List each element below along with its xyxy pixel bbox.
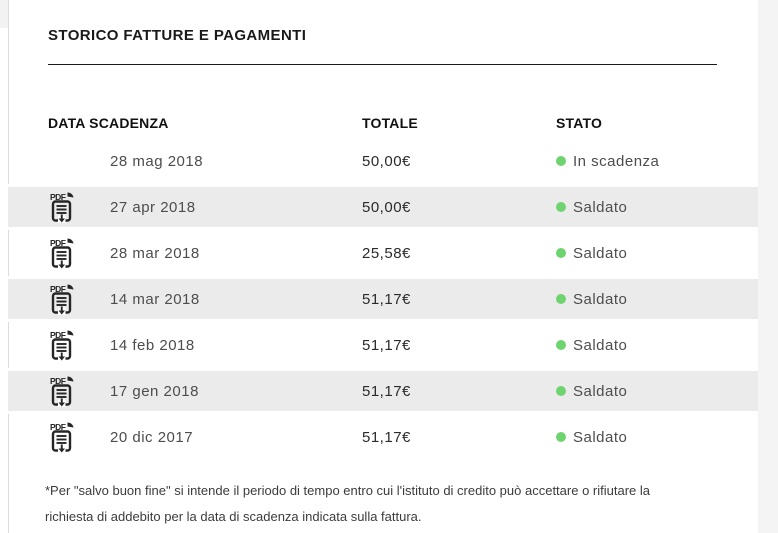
invoice-status-cell: Saldato (556, 245, 627, 262)
svg-text:PDF: PDF (50, 192, 66, 202)
pdf-download-icon[interactable]: PDF (50, 330, 74, 361)
invoice-row: PDF 28 mar 2018 25,58€ Saldato (8, 230, 758, 276)
page-left-border (8, 0, 9, 533)
invoice-row: PDF 14 mar 2018 51,17€ Saldato (8, 276, 758, 322)
invoice-status-cell: Saldato (556, 199, 627, 216)
pdf-download-icon[interactable]: PDF (50, 422, 74, 453)
pdf-download-icon[interactable]: PDF (50, 192, 74, 223)
invoice-status: Saldato (573, 290, 628, 308)
svg-text:PDF: PDF (50, 330, 66, 340)
invoice-table: PDF 28 mag 2018 50,00€ In scadenza (8, 138, 758, 460)
invoice-status: In scadenza (573, 152, 660, 170)
invoice-total: 51,17€ (362, 290, 411, 308)
invoice-status: Saldato (573, 382, 628, 400)
invoice-row: PDF 20 dic 2017 51,17€ Saldato (8, 414, 758, 460)
svg-text:PDF: PDF (50, 284, 66, 294)
invoice-row: PDF 28 mag 2018 50,00€ In scadenza (8, 138, 758, 184)
invoice-pdf-cell: PDF (50, 330, 110, 361)
page-right-gutter (758, 0, 778, 533)
pdf-download-icon[interactable]: PDF (50, 238, 74, 269)
status-dot-icon (556, 202, 566, 212)
status-dot-icon (556, 156, 566, 166)
invoice-total: 51,17€ (362, 336, 411, 354)
invoice-total: 50,00€ (362, 152, 411, 170)
invoice-history-card: STORICO FATTURE E PAGAMENTI DATA SCADENZ… (8, 0, 758, 530)
invoice-total: 25,58€ (362, 244, 411, 262)
status-dot-icon (556, 432, 566, 442)
invoice-status-cell: Saldato (556, 291, 627, 308)
invoice-pdf-cell: PDF (50, 146, 110, 177)
invoice-status-cell: In scadenza (556, 153, 659, 170)
status-dot-icon (556, 386, 566, 396)
svg-text:PDF: PDF (50, 238, 66, 248)
invoice-due-date: 14 feb 2018 (110, 336, 195, 354)
invoice-row: PDF 14 feb 2018 51,17€ Saldato (8, 322, 758, 368)
column-header-status: STATO (556, 115, 603, 131)
column-header-due-date: DATA SCADENZA (48, 115, 169, 131)
invoice-status: Saldato (573, 244, 628, 262)
title-divider (48, 64, 717, 65)
invoice-status-cell: Saldato (556, 337, 627, 354)
invoice-due-date: 20 dic 2017 (110, 428, 194, 446)
invoice-pdf-cell: PDF (50, 284, 110, 315)
invoice-due-date: 17 gen 2018 (110, 382, 199, 400)
invoice-due-date: 28 mar 2018 (110, 244, 200, 262)
invoice-status-cell: Saldato (556, 429, 627, 446)
invoice-total: 51,17€ (362, 382, 411, 400)
status-dot-icon (556, 294, 566, 304)
invoice-due-date: 28 mag 2018 (110, 152, 204, 170)
page-edge-shade (0, 0, 8, 28)
invoice-total: 50,00€ (362, 198, 411, 216)
invoice-total: 51,17€ (362, 428, 411, 446)
invoice-status: Saldato (573, 336, 628, 354)
page-title: STORICO FATTURE E PAGAMENTI (48, 27, 307, 44)
invoice-pdf-cell: PDF (50, 192, 110, 223)
invoice-row: PDF 17 gen 2018 51,17€ Saldato (8, 368, 758, 414)
invoice-status: Saldato (573, 198, 628, 216)
invoice-due-date: 14 mar 2018 (110, 290, 200, 308)
table-header: DATA SCADENZA TOTALE STATO (8, 115, 758, 131)
invoice-status: Saldato (573, 428, 628, 446)
invoice-pdf-cell: PDF (50, 238, 110, 269)
invoice-pdf-cell: PDF (50, 422, 110, 453)
invoice-due-date: 27 apr 2018 (110, 198, 196, 216)
svg-text:PDF: PDF (50, 376, 66, 386)
status-dot-icon (556, 248, 566, 258)
invoice-status-cell: Saldato (556, 383, 627, 400)
invoice-row: PDF 27 apr 2018 50,00€ Saldato (8, 184, 758, 230)
column-header-total: TOTALE (362, 115, 418, 131)
pdf-download-icon[interactable]: PDF (50, 376, 74, 407)
footnote: *Per "salvo buon fine" si intende il per… (45, 483, 650, 524)
pdf-download-icon[interactable]: PDF (50, 284, 74, 315)
invoice-pdf-cell: PDF (50, 376, 110, 407)
status-dot-icon (556, 340, 566, 350)
svg-text:PDF: PDF (50, 422, 66, 432)
